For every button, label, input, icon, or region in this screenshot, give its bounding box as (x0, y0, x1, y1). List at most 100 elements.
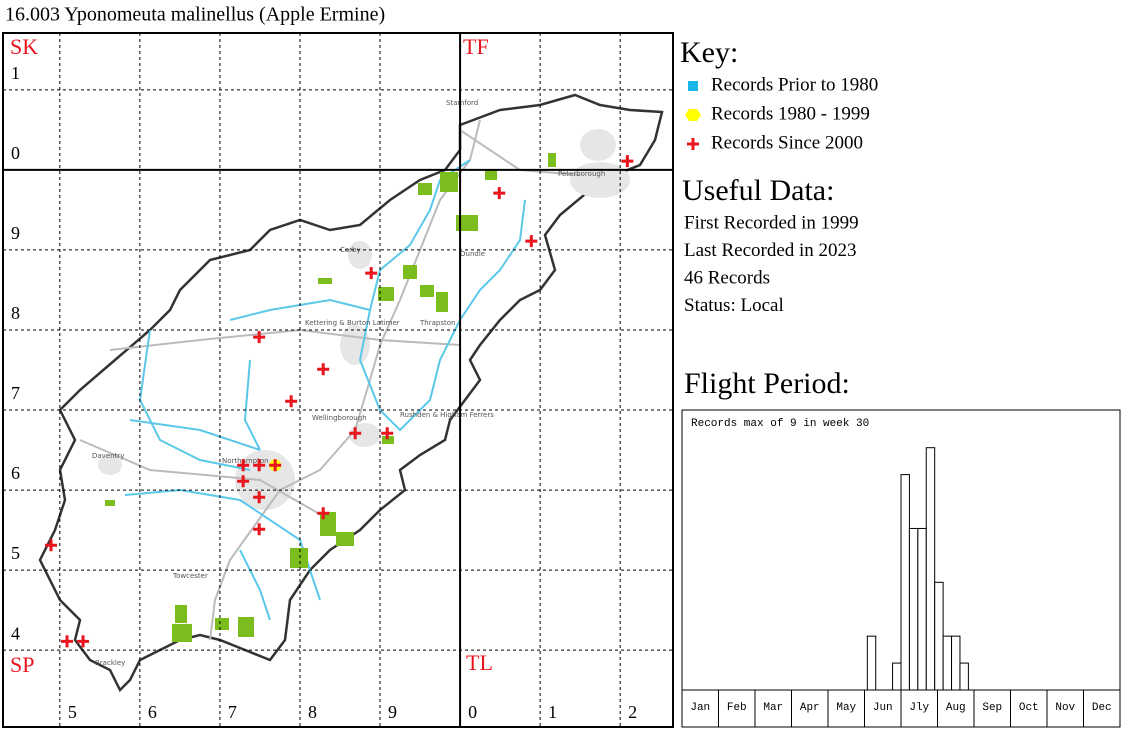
wood (420, 285, 434, 297)
road (79, 439, 331, 521)
cross (621, 155, 634, 168)
northing-label: 4 (11, 623, 20, 643)
page-title: 16.003 Yponomeuta malinellus (Apple Ermi… (5, 4, 385, 26)
bar (866, 635, 877, 691)
wood (440, 172, 458, 192)
record-since-2000 (253, 331, 266, 344)
bar (917, 527, 927, 691)
cross (77, 635, 90, 648)
easting-label: 7 (228, 702, 237, 722)
wood (403, 265, 417, 279)
useful-line: First Recorded in 1999 (684, 212, 859, 233)
x-tick-label: May (836, 702, 856, 714)
x-tick-label: Feb (727, 702, 747, 714)
wood (172, 624, 192, 642)
x-tick-label: Mar (763, 702, 783, 714)
wood (318, 278, 332, 284)
key-label: Records Prior to 1980 (711, 74, 878, 95)
cross (61, 635, 74, 648)
wood (485, 170, 497, 180)
town-label: Brackley (95, 659, 125, 667)
x-tick-label: Jun (873, 702, 893, 714)
flight-chart: Flight Period: Records max of 9 in week … (681, 367, 1121, 728)
river (243, 359, 261, 451)
town-label: Rushden & Higham Ferrers (400, 411, 494, 419)
bar (925, 447, 936, 691)
record-since-2000 (269, 459, 282, 472)
record-since-2000 (61, 635, 74, 648)
town-label: Towcester (172, 572, 208, 580)
chart-annotation: Records max of 9 in week 30 (691, 418, 869, 430)
x-tick-label: Apr (800, 702, 820, 714)
easting-label: 5 (68, 702, 77, 722)
county-outline (38, 93, 664, 693)
x-tick-label: Sep (982, 702, 1002, 714)
town-label: Daventry (92, 452, 124, 460)
northing-label: 0 (11, 143, 20, 163)
woodland (105, 153, 556, 642)
key-symbol (687, 138, 699, 150)
record-since-2000 (493, 187, 506, 200)
useful-heading: Useful Data: (682, 174, 834, 207)
urban (570, 162, 630, 198)
cross (349, 427, 362, 440)
bar (892, 662, 902, 691)
wood (175, 605, 187, 623)
cross (381, 427, 394, 440)
urban (348, 241, 372, 269)
northing-label: 1 (11, 63, 20, 83)
town-label: Oundle (460, 250, 485, 258)
river (358, 159, 526, 432)
river (129, 419, 261, 451)
town-label: Thrapston (419, 319, 455, 327)
town-labels: Stamford Peterborough Corby Oundle Kette… (92, 99, 605, 667)
urban (349, 423, 381, 447)
northing-label: 8 (11, 303, 20, 323)
easting-label: 1 (548, 702, 557, 722)
useful-line: 46 Records (684, 267, 770, 288)
chart-title: Flight Period: (684, 367, 850, 400)
record-since-2000 (525, 235, 538, 248)
wood (336, 532, 354, 546)
northing-label: 7 (11, 383, 20, 403)
key-label: Records 1980 - 1999 (711, 103, 870, 124)
easting-label: 0 (468, 702, 477, 722)
easting-label: 8 (308, 702, 317, 722)
x-tick-label: Jly (909, 702, 929, 714)
northing-label: 5 (11, 543, 20, 563)
town-label: Peterborough (558, 170, 605, 178)
road (209, 119, 481, 641)
x-tick-label: Oct (1019, 702, 1039, 714)
wood (548, 153, 556, 167)
cross (253, 523, 266, 536)
useful-line: Last Recorded in 2023 (684, 240, 857, 261)
bar (959, 662, 969, 691)
record-since-2000 (253, 491, 266, 504)
record-since-2000 (77, 635, 90, 648)
bar (951, 635, 961, 691)
record-since-2000 (349, 427, 362, 440)
key-label: Records Since 2000 (711, 132, 863, 153)
cross (237, 475, 250, 488)
town-label: Northampton (222, 457, 269, 465)
cross (285, 395, 298, 408)
cross (253, 331, 266, 344)
town-label: Stamford (446, 99, 478, 107)
square-label: TL (466, 650, 493, 675)
record-since-2000 (317, 363, 330, 376)
record-since-2000 (45, 539, 58, 552)
town-label: Kettering & Burton Latimer (305, 319, 400, 327)
useful-line: Status: Local (684, 295, 784, 316)
bar (934, 581, 944, 691)
urban (98, 455, 122, 475)
x-tick-label: Nov (1055, 702, 1075, 714)
wood (105, 500, 115, 506)
wood (456, 215, 478, 231)
key-heading: Key: (680, 36, 738, 69)
wood (290, 548, 308, 568)
easting-label: 9 (388, 702, 397, 722)
bar (942, 635, 953, 691)
cross (45, 539, 58, 552)
town-label: Wellingborough (312, 414, 367, 422)
cross (269, 459, 282, 472)
